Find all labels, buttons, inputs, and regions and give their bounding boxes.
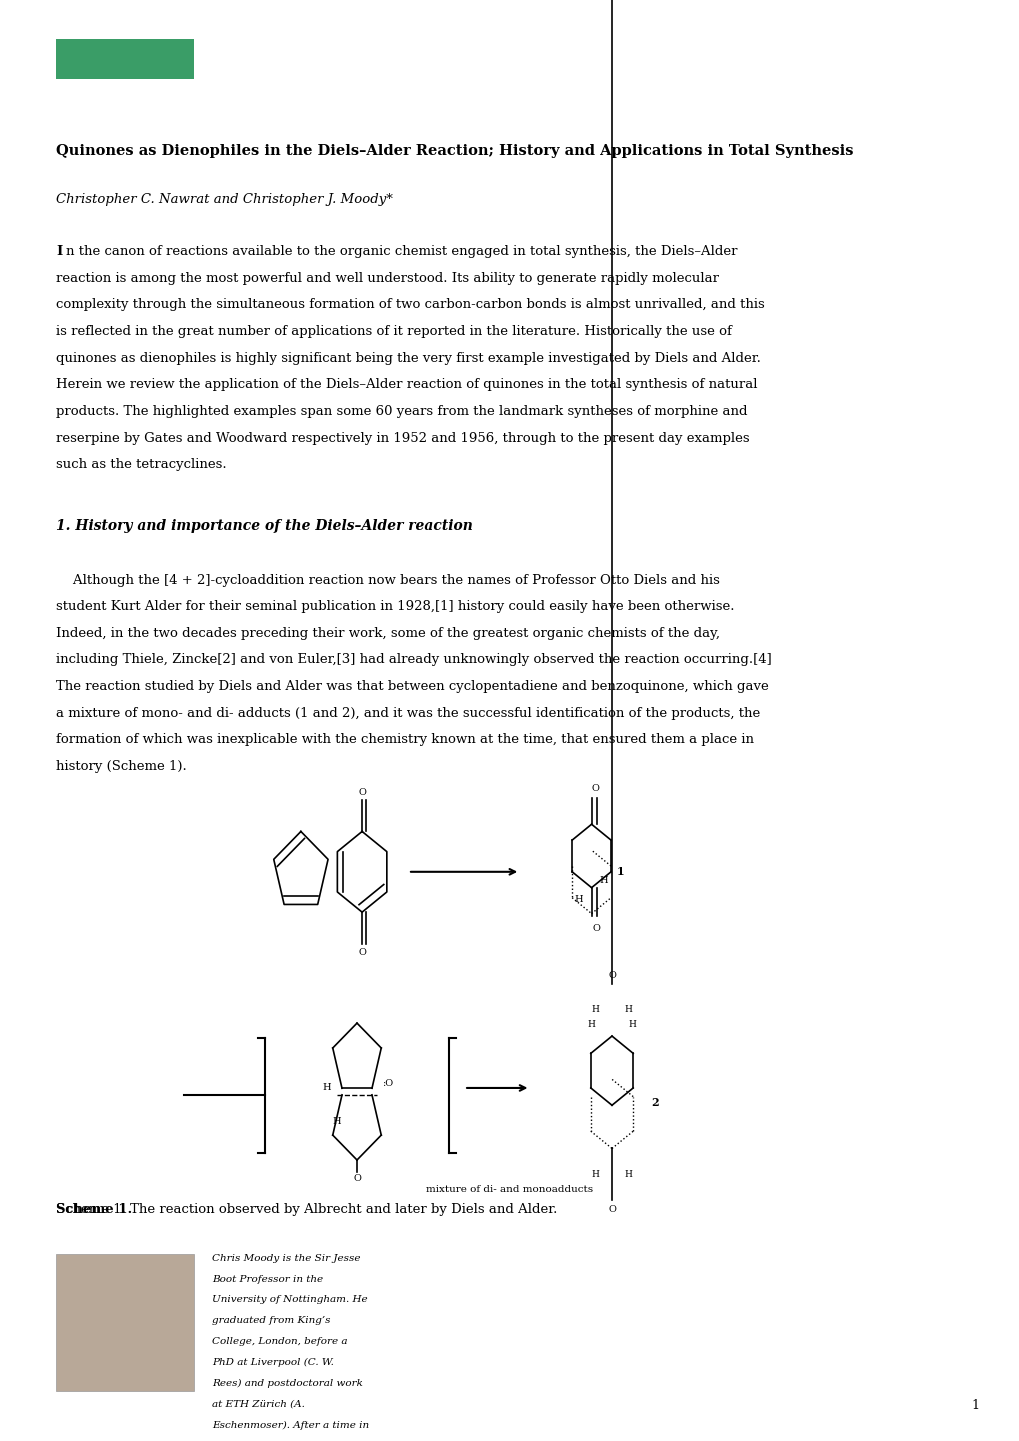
Text: history (Scheme 1).: history (Scheme 1). [56,759,186,774]
Text: n the canon of reactions available to the organic chemist engaged in total synth: n the canon of reactions available to th… [66,245,737,258]
Text: H: H [599,876,607,885]
Text: Eschenmoser). After a time in: Eschenmoser). After a time in [212,1421,369,1429]
Text: O: O [607,1205,615,1213]
Text: O: O [607,971,615,980]
Text: is reflected in the great number of applications of it reported in the literatur: is reflected in the great number of appl… [56,324,732,339]
Text: such as the tetracyclines.: such as the tetracyclines. [56,458,226,471]
Text: H: H [591,1006,599,1014]
Text: O: O [353,1174,361,1183]
Text: The reaction studied by Diels and Alder was that between cyclopentadiene and ben: The reaction studied by Diels and Alder … [56,680,768,693]
Text: H: H [624,1006,632,1014]
Text: 1: 1 [616,866,624,878]
Text: O: O [591,784,599,793]
Text: Chris Moody is the Sir Jesse: Chris Moody is the Sir Jesse [212,1254,361,1262]
Text: Scheme 1. The reaction observed by Albrecht and later by Diels and Alder.: Scheme 1. The reaction observed by Albre… [56,1203,557,1216]
Text: mixture of di- and monoadducts: mixture of di- and monoadducts [426,1185,593,1193]
Text: I: I [56,245,62,258]
Text: H: H [323,1084,331,1092]
Text: Christopher C. Nawrat and Christopher J. Moody*: Christopher C. Nawrat and Christopher J.… [56,193,392,206]
Text: reaction is among the most powerful and well understood. Its ability to generate: reaction is among the most powerful and … [56,271,718,285]
Text: Scheme 1.: Scheme 1. [56,1203,132,1216]
Text: H: H [332,1117,340,1125]
Text: Rees) and postdoctoral work: Rees) and postdoctoral work [212,1379,363,1388]
Text: H: H [628,1020,636,1029]
Text: products. The highlighted examples span some 60 years from the landmark synthese: products. The highlighted examples span … [56,405,747,418]
Text: 1: 1 [970,1399,978,1412]
Text: O: O [592,924,600,932]
Text: PhD at Liverpool (C. W.: PhD at Liverpool (C. W. [212,1357,333,1368]
Text: Indeed, in the two decades preceding their work, some of the greatest organic ch: Indeed, in the two decades preceding the… [56,627,719,640]
Text: 2: 2 [650,1097,657,1108]
Text: formation of which was inexplicable with the chemistry known at the time, that e: formation of which was inexplicable with… [56,733,753,746]
Text: 1. History and importance of the Diels–Alder reaction: 1. History and importance of the Diels–A… [56,519,473,533]
Text: H: H [624,1170,632,1179]
Text: O: O [358,948,366,957]
Bar [56,1254,194,1391]
Text: College, London, before a: College, London, before a [212,1337,347,1346]
Text: University of Nottingham. He: University of Nottingham. He [212,1295,368,1304]
Text: :O: :O [382,1079,393,1088]
Text: a mixture of mono- and di- adducts (1 and 2), and it was the successful identifi: a mixture of mono- and di- adducts (1 an… [56,706,759,720]
Text: H: H [591,1170,599,1179]
Text: H: H [574,895,582,904]
Text: quinones as dienophiles is highly significant being the very first example inves: quinones as dienophiles is highly signif… [56,352,760,365]
Text: H: H [587,1020,595,1029]
Bar [56,39,194,79]
Text: graduated from King’s: graduated from King’s [212,1317,330,1326]
Text: Quinones as Dienophiles in the Diels–Alder Reaction; History and Applications in: Quinones as Dienophiles in the Diels–Ald… [56,144,853,159]
Text: including Thiele, Zincke[2] and von Euler,[3] had already unknowingly observed t: including Thiele, Zincke[2] and von Eule… [56,653,771,667]
Text: O: O [358,788,366,797]
Text: Boot Professor in the: Boot Professor in the [212,1274,323,1284]
Text: Although the [4 + 2]-cycloaddition reaction now bears the names of Professor Ott: Although the [4 + 2]-cycloaddition react… [56,574,719,586]
Text: at ETH Zürich (A.: at ETH Zürich (A. [212,1401,305,1409]
Text: complexity through the simultaneous formation of two carbon-carbon bonds is almo: complexity through the simultaneous form… [56,298,764,311]
Text: student Kurt Alder for their seminal publication in 1928,[1] history could easil: student Kurt Alder for their seminal pub… [56,599,734,614]
Text: reserpine by Gates and Woodward respectively in 1952 and 1956, through to the pr: reserpine by Gates and Woodward respecti… [56,431,749,445]
Text: Herein we review the application of the Diels–Alder reaction of quinones in the : Herein we review the application of the … [56,378,757,392]
